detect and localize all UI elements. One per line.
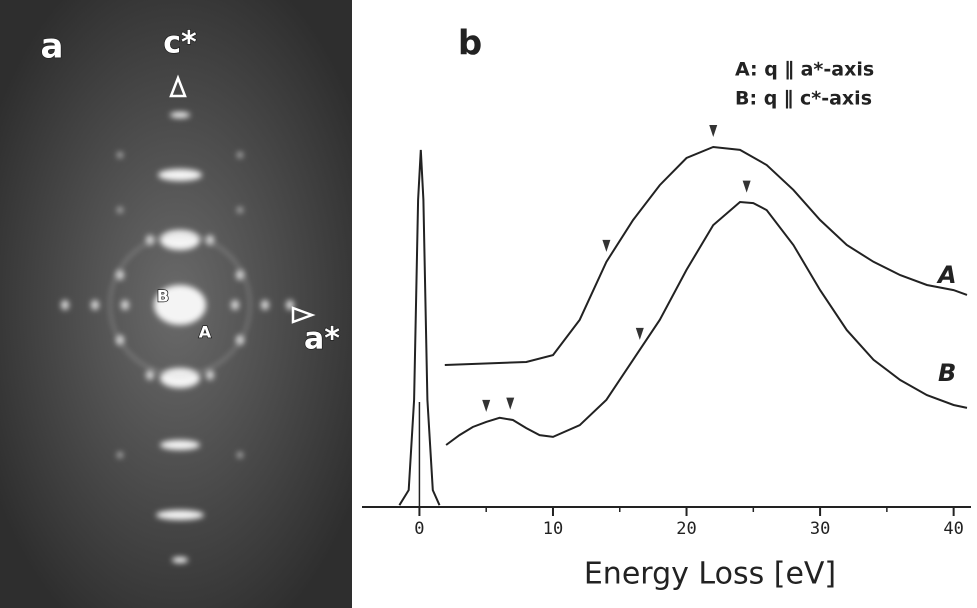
series-line bbox=[398, 149, 441, 506]
peak-arrow bbox=[506, 397, 515, 410]
x-tick-label: 30 bbox=[810, 519, 830, 539]
plot: 0 10 20 30 40 A B bbox=[362, 124, 971, 539]
spot bbox=[160, 368, 200, 388]
spot bbox=[117, 207, 123, 213]
axis-label: a* bbox=[304, 322, 340, 357]
series-line bbox=[445, 200, 968, 446]
spot bbox=[121, 300, 129, 310]
diffraction-ring bbox=[109, 234, 251, 376]
axis-label: c* bbox=[163, 26, 197, 61]
peak-arrow bbox=[709, 124, 718, 137]
spot bbox=[146, 370, 154, 380]
series-label: B bbox=[938, 359, 956, 387]
a-axis-arrow bbox=[291, 306, 316, 324]
spot bbox=[237, 452, 243, 458]
spot bbox=[231, 300, 239, 310]
legend-entry: A: q ∥ a*-axis bbox=[735, 59, 874, 81]
x-axis-title: Energy Loss [eV] bbox=[584, 557, 836, 592]
spot bbox=[237, 152, 243, 158]
spot bbox=[237, 207, 243, 213]
spot bbox=[160, 440, 200, 450]
peak-arrow bbox=[602, 239, 611, 252]
peak-arrow bbox=[635, 327, 644, 340]
spot-label: A bbox=[199, 323, 212, 342]
x-tick-label: 10 bbox=[543, 519, 563, 539]
x-tick-label: 0 bbox=[414, 519, 424, 539]
spot bbox=[172, 557, 188, 563]
spot bbox=[117, 452, 123, 458]
spot bbox=[61, 300, 69, 310]
spot bbox=[206, 370, 214, 380]
spot bbox=[156, 510, 204, 520]
spot-label: B bbox=[157, 287, 169, 306]
series-label: A bbox=[936, 261, 957, 289]
peak-arrow bbox=[742, 180, 751, 193]
spot bbox=[170, 112, 190, 118]
panel-label: a bbox=[41, 27, 64, 67]
series-line bbox=[444, 145, 968, 366]
panel-label: b bbox=[458, 24, 482, 64]
peak-arrow bbox=[482, 399, 491, 412]
spot bbox=[117, 152, 123, 158]
legend-entry: B: q ∥ c*-axis bbox=[735, 88, 872, 110]
c-axis-arrow bbox=[169, 74, 187, 98]
x-tick-label: 20 bbox=[676, 519, 696, 539]
x-tick-label: 40 bbox=[943, 519, 963, 539]
spot bbox=[154, 285, 206, 325]
spot bbox=[261, 300, 269, 310]
spot bbox=[158, 169, 202, 181]
spot bbox=[91, 300, 99, 310]
spot bbox=[160, 230, 200, 250]
diffraction-spots bbox=[61, 112, 294, 563]
